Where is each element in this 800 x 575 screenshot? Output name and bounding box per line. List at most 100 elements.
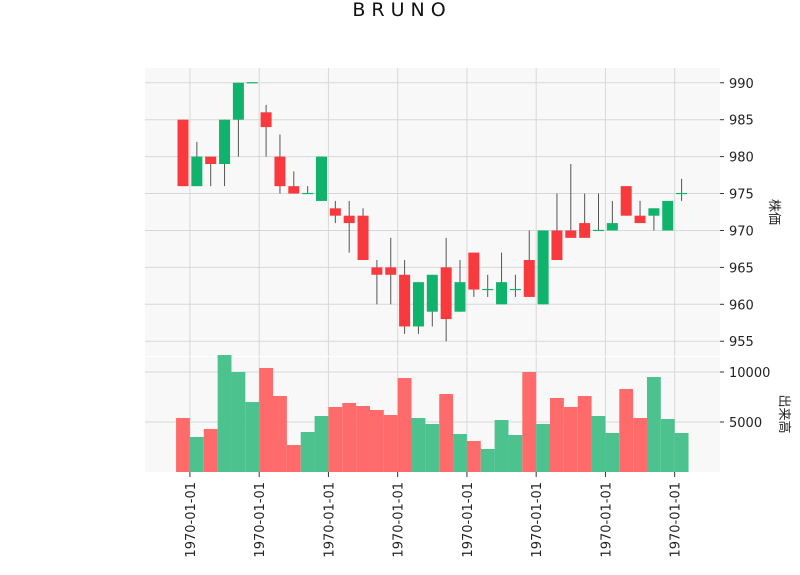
volume-bar [522,372,537,472]
candle-body [412,282,424,327]
volume-bar [259,368,274,472]
candle-body [357,215,369,260]
price-tick-label: 970 [729,224,754,239]
candle [482,274,494,297]
candle [468,252,480,297]
candle-body [316,156,327,201]
candle [565,164,577,238]
candle [357,208,369,260]
x-tick-label: 1970-01-01 [530,482,545,558]
candle [606,200,618,231]
candle [399,260,411,334]
candle-body [371,267,383,275]
candle [177,119,189,187]
price-axis-ticks: 955 960 965 970 975 980 985 990 [720,77,754,350]
volume-bar [660,419,675,472]
volume-bar [397,378,412,472]
volume-tick-label: 5000 [729,416,762,431]
candle-body [426,274,438,312]
volume-bar [217,355,232,472]
volume-bar [605,433,620,472]
candle-body [288,186,300,194]
chart-title: BRUNO [352,0,451,21]
candle [412,282,424,334]
volume-bar [273,396,287,472]
candle [634,200,646,224]
candle-body [219,119,231,164]
candle [509,274,521,297]
x-tick-label: 1970-01-01 [322,482,337,558]
candle [385,237,397,305]
volume-bar [633,418,647,472]
candle-body [565,230,577,238]
candle-body [551,230,563,260]
volume-bar [231,372,246,472]
candle [676,178,688,201]
candle [537,230,549,305]
candle-body [468,252,480,290]
price-tick-label: 965 [729,261,754,276]
x-tick-label: 1970-01-01 [253,482,268,558]
candle [302,186,314,195]
x-tick-label: 1970-01-01 [461,482,476,558]
candle [205,156,217,187]
candle [316,156,327,201]
x-tick-label: 1970-01-01 [669,482,684,558]
candle-body [399,274,411,327]
candle-body [496,282,508,305]
price-tick-label: 985 [729,114,754,129]
candle [662,200,674,231]
price-tick-label: 960 [729,298,754,313]
candle-body [232,82,244,120]
volume-bar [480,449,495,472]
volume-bar [453,434,467,472]
volume-bar [563,407,578,472]
candle-body [606,223,618,231]
candle [426,274,438,327]
volume-bar [286,445,301,472]
candle-body [274,156,286,187]
x-tick-label: 1970-01-01 [599,482,614,558]
price-axis-label: 株価 [766,199,781,225]
x-tick-label: 1970-01-01 [392,482,407,558]
candle [191,141,203,187]
candle [343,200,355,253]
volume-bar [550,398,564,472]
volume-bar [314,416,329,472]
candle-body [260,112,272,128]
volume-bar [203,429,218,472]
volume-tick-label: 10000 [729,366,770,381]
volume-bar [466,441,481,472]
candle-body [385,267,397,275]
candle-body [523,260,535,297]
volume-bar [577,396,592,472]
candle-body [440,267,452,320]
candle [232,82,244,157]
candle-body [648,208,660,216]
candle [274,134,286,194]
volume-bar [591,416,606,472]
price-tick-label: 990 [729,77,754,92]
volume-bar [383,415,398,472]
candle-body [205,156,217,164]
volume-bar [425,424,440,472]
candle-body [454,282,466,312]
candle [593,193,604,232]
price-tick-label: 955 [729,335,754,350]
candle [288,171,300,194]
volume-bar [176,418,190,472]
x-tick-label: 1970-01-01 [184,482,199,558]
candle [454,260,466,312]
volume-bar [508,435,523,472]
candle [440,237,452,342]
candle-body [329,208,341,216]
volume-axis-label: 出来高 [776,394,792,433]
candle-body [177,119,189,187]
x-axis-ticks: 1970-01-01 1970-01-01 1970-01-01 1970-01-01… [184,472,684,558]
grid-lines [145,68,720,472]
candle-body [634,215,646,224]
candle [648,208,660,231]
price-tick-label: 975 [729,188,754,203]
volume-bar [342,403,357,472]
